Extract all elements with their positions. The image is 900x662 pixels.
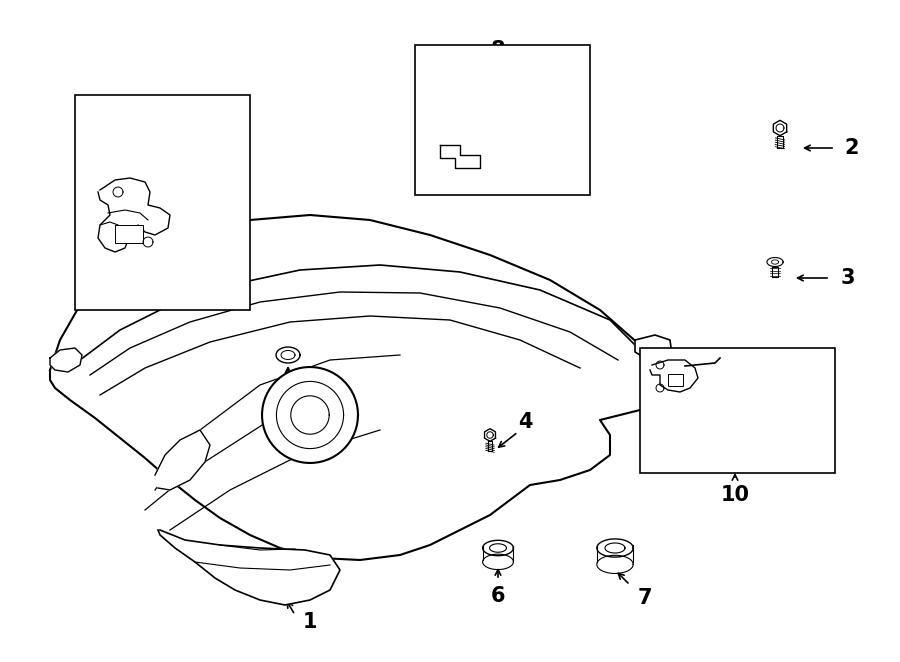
Bar [640,348,835,473]
Polygon shape [482,540,513,555]
Polygon shape [772,267,778,277]
Text: 2: 2 [845,138,859,158]
Text: 7: 7 [638,588,652,608]
Polygon shape [488,442,492,451]
Polygon shape [650,360,698,392]
Polygon shape [50,348,82,372]
Text: 3: 3 [841,268,855,288]
Polygon shape [490,544,507,552]
Bar [415,45,590,195]
Polygon shape [262,367,358,463]
Polygon shape [635,335,672,360]
Polygon shape [771,260,778,264]
Polygon shape [98,178,170,252]
Polygon shape [120,128,130,132]
Text: 10: 10 [721,485,750,505]
Polygon shape [731,364,740,368]
Polygon shape [440,145,480,168]
Polygon shape [50,215,670,560]
Polygon shape [605,543,625,553]
Polygon shape [773,120,787,136]
Polygon shape [276,347,300,363]
Text: 8: 8 [491,40,505,60]
Polygon shape [180,128,190,132]
Polygon shape [778,136,783,148]
Polygon shape [732,423,738,441]
Polygon shape [281,350,295,359]
Polygon shape [526,87,534,107]
Polygon shape [732,368,738,386]
Text: 5: 5 [281,378,295,398]
Bar [75,95,250,310]
Bar [115,225,143,243]
Text: 4: 4 [518,412,532,432]
Polygon shape [767,258,783,267]
Polygon shape [456,87,464,107]
Text: 1: 1 [302,612,318,632]
Bar [668,374,683,386]
Polygon shape [155,430,210,490]
Polygon shape [122,132,129,152]
Polygon shape [158,530,340,605]
Polygon shape [455,83,465,87]
Text: 9: 9 [87,245,103,265]
Polygon shape [597,539,634,557]
Polygon shape [731,419,740,423]
Polygon shape [182,132,188,152]
Polygon shape [484,429,496,442]
Polygon shape [525,83,535,87]
Text: 6: 6 [491,586,505,606]
